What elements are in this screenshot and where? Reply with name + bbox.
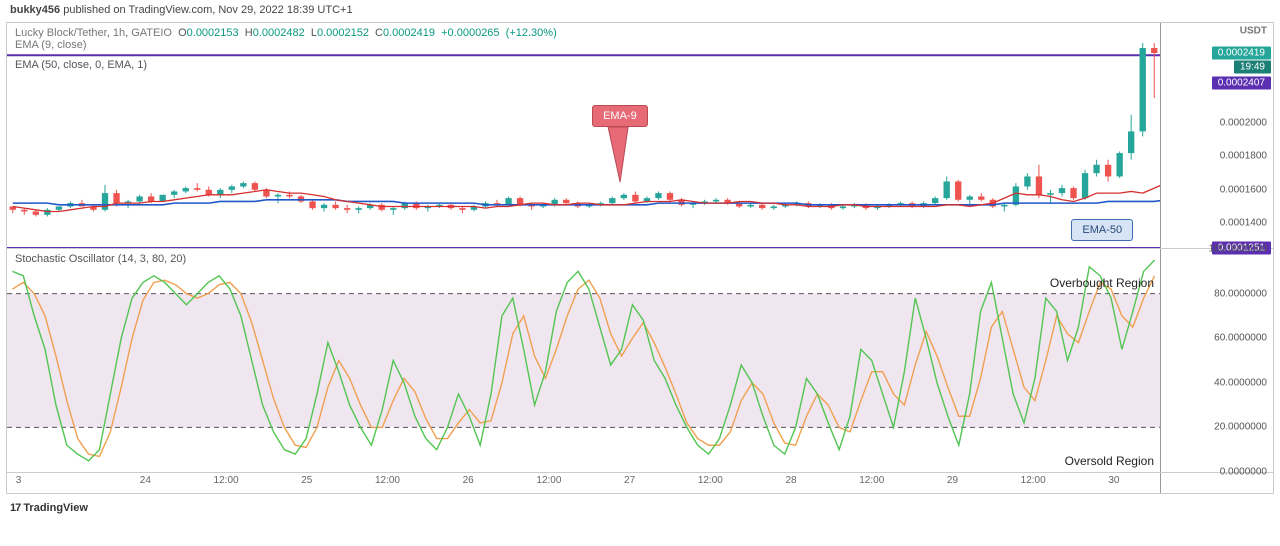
time-label: 29	[947, 475, 958, 486]
time-label: 12:00	[536, 475, 561, 486]
time-label: 12:00	[859, 475, 884, 486]
chart-container: Lucky Block/Tether, 1h, GATEIO O0.000215…	[6, 22, 1274, 494]
currency-unit: USDT	[1240, 26, 1267, 37]
time-label: 26	[463, 475, 474, 486]
publisher-site: TradingView.com	[128, 4, 212, 16]
price-tag: 19:49	[1234, 61, 1271, 74]
publish-header: bukky456 published on TradingView.com, N…	[0, 0, 1280, 20]
price-yaxis: USDT 0.00020000.00018000.00016000.000140…	[1161, 23, 1273, 248]
time-label: 25	[301, 475, 312, 486]
time-label: 28	[785, 475, 796, 486]
time-label: 12:00	[214, 475, 239, 486]
time-label: 3	[16, 475, 22, 486]
time-label: 30	[1108, 475, 1119, 486]
overbought-label: Overbought Region	[1050, 276, 1154, 290]
time-axis: 3 24 12:00 25 12:00 26 12:00 27 12:00 28 12:00 29 12…	[7, 473, 1161, 493]
stoch-yaxis: 100.000000080.000000060.000000040.000000…	[1161, 249, 1273, 472]
ema50-callout: EMA-50	[1071, 219, 1133, 241]
time-label: 12:00	[1021, 475, 1046, 486]
publish-timestamp: Nov 29, 2022 18:39 UTC+1	[218, 4, 352, 16]
stochastic-panel[interactable]: Stochastic Oscillator (14, 3, 80, 20) Ov…	[7, 249, 1273, 473]
price-panel[interactable]: Lucky Block/Tether, 1h, GATEIO O0.000215…	[7, 23, 1273, 249]
price-tag: 0.0002419	[1212, 47, 1271, 60]
time-label: 12:00	[698, 475, 723, 486]
time-label: 27	[624, 475, 635, 486]
publisher-user: bukky456	[10, 4, 60, 16]
ema9-callout: EMA-9	[592, 105, 648, 127]
time-label: 24	[140, 475, 151, 486]
oversold-label: Oversold Region	[1065, 454, 1154, 468]
price-tag: 0.0002407	[1212, 77, 1271, 90]
tradingview-logo: 17 TradingView	[0, 494, 1280, 522]
time-label: 12:00	[375, 475, 400, 486]
